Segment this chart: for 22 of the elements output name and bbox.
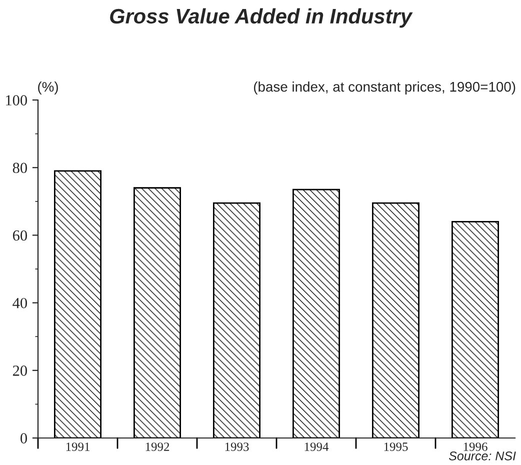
y-tick-label: 20 [12, 366, 27, 376]
x-tick-label: 1993 [225, 442, 249, 451]
bar [213, 202, 260, 438]
bar [134, 187, 181, 438]
y-tick-label: 80 [12, 162, 27, 174]
x-tick-label: 1992 [146, 442, 170, 451]
y-axis-title: (%) [38, 82, 58, 94]
x-tick-label: 1994 [304, 442, 329, 451]
x-tick-label: 1996 [464, 442, 488, 451]
chart-title: Gross Value Added in Industry [110, 8, 413, 28]
y-tick-label: 60 [12, 230, 27, 241]
x-tick-label: 1991 [66, 442, 90, 451]
bar [452, 220, 499, 438]
y-tick-label: 0 [20, 433, 27, 444]
chart-subtitle: (base index, at constant prices, 1990=100) [254, 82, 516, 94]
bar [54, 170, 102, 438]
bar [292, 188, 340, 438]
source-note: Source: NSI [448, 452, 516, 460]
bar [372, 202, 420, 438]
y-tick-label: 100 [6, 95, 27, 106]
y-tick-label: 40 [12, 298, 27, 308]
x-tick-label: 1995 [384, 442, 408, 451]
